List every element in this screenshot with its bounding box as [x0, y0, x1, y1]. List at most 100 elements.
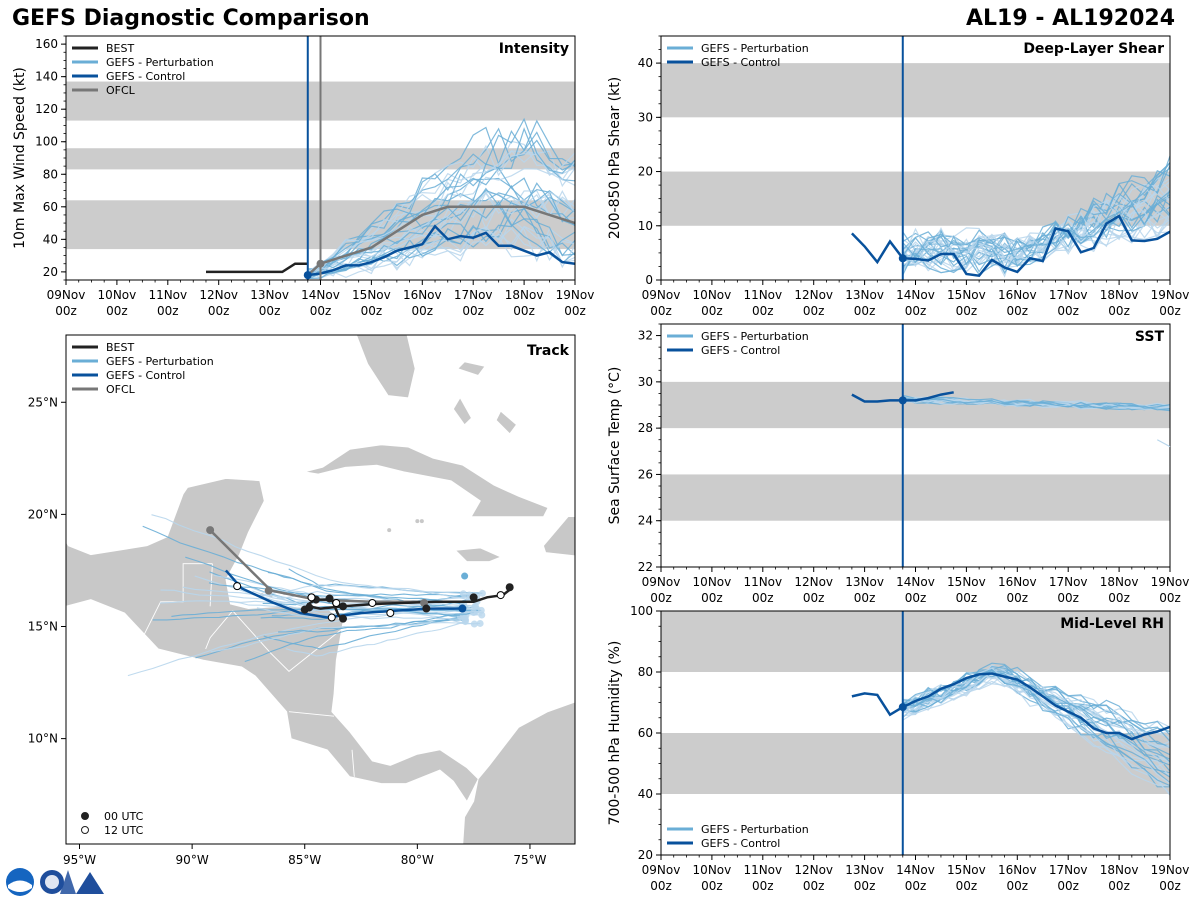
shear-xtick-label: 10Nov: [693, 288, 732, 302]
intensity-perturbation-line: [307, 117, 575, 279]
track-marker-legend-swatch: [81, 812, 89, 820]
rh-xtick-label: 00z: [752, 879, 774, 893]
rh-ytick-label: 60: [638, 726, 653, 740]
track-perturbation-line: [195, 619, 466, 659]
shear-xtick-label: 00z: [905, 304, 927, 318]
intensity-legend-label: OFCL: [106, 84, 136, 97]
track-ofcl-marker-12: [368, 598, 377, 607]
intensity-ofcl-marker: [316, 259, 325, 268]
rh-xtick-label: 13Nov: [845, 863, 884, 877]
track-xtick-label: 80°W: [401, 853, 434, 867]
rh-xtick-label: 09Nov: [642, 863, 681, 877]
sst-ytick-label: 30: [638, 375, 653, 389]
track-best-marker-00: [325, 594, 334, 603]
shear-ytick-label: 20: [638, 165, 653, 179]
track-title: Track: [527, 343, 570, 359]
rh-title: Mid-Level RH: [1060, 616, 1164, 632]
south-america-land: [462, 701, 575, 844]
sst-xtick-label: 18Nov: [1100, 575, 1139, 589]
intensity-xtick-label: 00z: [157, 304, 179, 318]
track-ytick-label: 15°N: [28, 619, 58, 633]
intensity-perturbation-line: [307, 200, 575, 279]
rh-perturbation-line: [902, 667, 1170, 748]
shear-title: Deep-Layer Shear: [1023, 41, 1164, 57]
intensity-panel: 20 40 60 80 100 120 140 160 09Nov 00z 10Nov 00z 11No…: [12, 35, 595, 318]
intensity-xtick-label: 00z: [55, 304, 77, 318]
track-xtick-label: 75°W: [513, 853, 546, 867]
shear-perturbation-line: [902, 190, 1170, 259]
track-legend-label: GEFS - Perturbation: [106, 355, 214, 368]
rh-xtick-label: 18Nov: [1100, 863, 1139, 877]
track-xtick-label: 95°W: [63, 853, 96, 867]
rh-band-0: [661, 733, 1170, 794]
country-border: [205, 610, 234, 650]
track-perturbation-start: [461, 572, 469, 580]
intensity-ytick-label: 120: [35, 102, 58, 116]
sst-xtick-label: 17Nov: [1049, 575, 1088, 589]
sst-xtick-label: 00z: [1057, 591, 1079, 605]
rh-xtick-label: 10Nov: [693, 863, 732, 877]
shear-legend-label: GEFS - Control: [701, 56, 780, 69]
sst-xtick-label: 00z: [1159, 591, 1181, 605]
intensity-xtick-label: 00z: [106, 304, 128, 318]
country-border: [351, 749, 355, 777]
shear-xtick-label: 00z: [650, 304, 672, 318]
shear-ylabel: 200-850 hPa Shear (kt): [607, 77, 623, 239]
sst-xtick-label: 00z: [854, 591, 876, 605]
shear-xtick-label: 15Nov: [947, 288, 986, 302]
sst-xtick-label: 00z: [1007, 591, 1029, 605]
intensity-perturbation-line: [307, 230, 575, 280]
sst-ytick-label: 28: [638, 421, 653, 435]
sst-ytick-label: 22: [638, 560, 653, 574]
track-best-marker-12: [332, 598, 341, 607]
track-best-marker-12: [307, 593, 316, 602]
intensity-xtick-label: 16Nov: [403, 288, 442, 302]
intensity-legend-label: BEST: [106, 42, 134, 55]
intensity-xtick-label: 19Nov: [556, 288, 595, 302]
country-border: [209, 563, 213, 607]
intensity-xtick-label: 00z: [462, 304, 484, 318]
intensity-xtick-label: 18Nov: [505, 288, 544, 302]
intensity-ytick-label: 100: [35, 135, 58, 149]
florida-land: [356, 335, 416, 399]
sst-title: SST: [1135, 329, 1165, 345]
intensity-ytick-label: 60: [43, 200, 58, 214]
track-best-marker-00: [422, 604, 431, 613]
track-ytick-label: 10°N: [28, 732, 58, 746]
sst-ytick-label: 32: [638, 329, 653, 343]
figure-title: GEFS Diagnostic Comparison: [12, 6, 370, 31]
rh-xtick-label: 16Nov: [998, 863, 1037, 877]
track-perturbation-line: [278, 611, 474, 633]
sst-xtick-label: 13Nov: [845, 575, 884, 589]
shear-band-1: [661, 63, 1170, 118]
track-legend-label: BEST: [106, 341, 134, 354]
shear-xtick-label: 12Nov: [794, 288, 833, 302]
intensity-ytick-label: 160: [35, 37, 58, 51]
sst-xtick-label: 14Nov: [896, 575, 935, 589]
rh-legend-label: GEFS - Perturbation: [701, 823, 809, 836]
sst-legend-label: GEFS - Perturbation: [701, 330, 809, 343]
intensity-xtick-label: 09Nov: [47, 288, 86, 302]
track-perturbation-line: [142, 525, 464, 605]
shear-xtick-label: 09Nov: [642, 288, 681, 302]
shear-xtick-label: 11Nov: [743, 288, 782, 302]
track-ofcl-marker-12: [233, 582, 242, 591]
intensity-xtick-label: 00z: [564, 304, 586, 318]
intensity-xtick-label: 00z: [513, 304, 535, 318]
intensity-xtick-label: 00z: [310, 304, 332, 318]
shear-xtick-label: 00z: [701, 304, 723, 318]
rh-panel: 20 40 60 80 100 09Nov 00z 10Nov 00z 11Nov 00z 12Nov…: [607, 604, 1189, 893]
rh-xtick-label: 19Nov: [1151, 863, 1190, 877]
shear-xtick-label: 00z: [1007, 304, 1029, 318]
track-best-marker-00: [339, 602, 348, 611]
island-land: [387, 528, 392, 533]
shear-init-marker: [898, 254, 907, 263]
shear-perturbation-line: [902, 205, 1170, 272]
shear-xtick-label: 00z: [803, 304, 825, 318]
intensity-perturbation-line: [307, 167, 575, 279]
